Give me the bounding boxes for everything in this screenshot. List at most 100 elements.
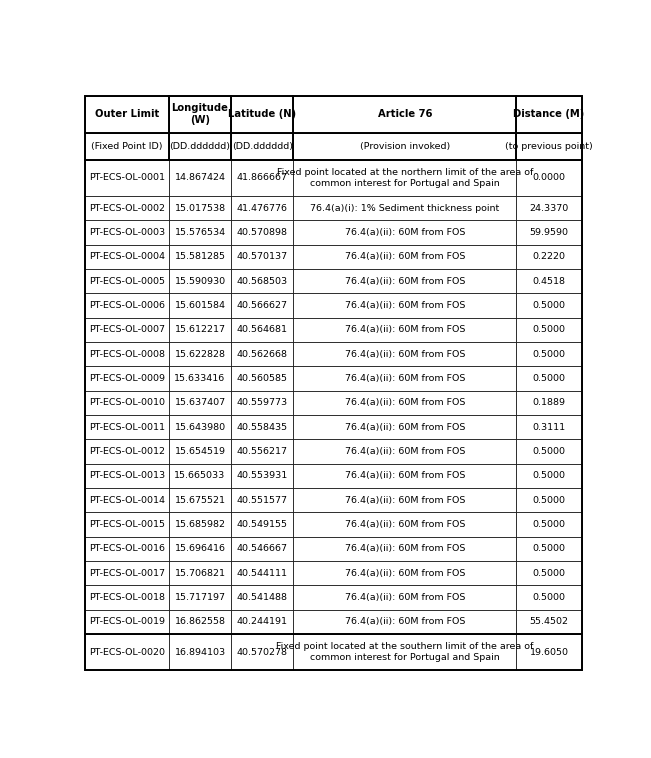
Text: 14.867424: 14.867424 (174, 174, 225, 183)
Bar (294, 160, 516, 196)
Text: 0.0000: 0.0000 (533, 174, 566, 183)
Text: 0.2220: 0.2220 (533, 252, 566, 262)
Text: PT-ECS-OL-0010: PT-ECS-OL-0010 (89, 399, 165, 407)
Bar (516, 366, 582, 390)
Bar (231, 293, 294, 318)
Bar (294, 464, 516, 488)
Text: 15.637407: 15.637407 (174, 399, 226, 407)
Text: 0.5000: 0.5000 (533, 447, 566, 456)
Text: PT-ECS-OL-0005: PT-ECS-OL-0005 (89, 277, 165, 286)
Text: 40.541488: 40.541488 (237, 593, 288, 602)
Bar (231, 318, 294, 342)
Bar (169, 488, 231, 512)
Bar (231, 634, 294, 670)
Text: 0.4518: 0.4518 (533, 277, 566, 286)
Bar (231, 488, 294, 512)
Text: 76.4(a)(ii): 60M from FOS: 76.4(a)(ii): 60M from FOS (345, 252, 465, 262)
Bar (231, 415, 294, 440)
Text: PT-ECS-OL-0007: PT-ECS-OL-0007 (89, 325, 165, 334)
Bar (294, 269, 516, 293)
Text: 0.5000: 0.5000 (533, 520, 566, 529)
Text: 15.017538: 15.017538 (174, 204, 226, 212)
Text: 19.6050: 19.6050 (530, 647, 568, 656)
Text: 0.5000: 0.5000 (533, 471, 566, 481)
Bar (169, 342, 231, 366)
Text: 40.549155: 40.549155 (237, 520, 288, 529)
Text: 0.5000: 0.5000 (533, 349, 566, 359)
Text: 76.4(a)(ii): 60M from FOS: 76.4(a)(ii): 60M from FOS (345, 496, 465, 505)
Bar (516, 96, 582, 133)
Bar (231, 269, 294, 293)
Text: 76.4(a)(ii): 60M from FOS: 76.4(a)(ii): 60M from FOS (345, 399, 465, 407)
Text: Fixed point located at the northern limit of the area of
common interest for Por: Fixed point located at the northern limi… (277, 168, 533, 188)
Text: 15.706821: 15.706821 (174, 568, 225, 578)
Bar (169, 269, 231, 293)
Text: 0.5000: 0.5000 (533, 593, 566, 602)
Bar (169, 221, 231, 245)
Bar (516, 293, 582, 318)
Bar (85, 609, 169, 634)
Bar (169, 366, 231, 390)
Text: 40.551577: 40.551577 (237, 496, 288, 505)
Text: 15.581285: 15.581285 (174, 252, 225, 262)
Bar (516, 133, 582, 160)
Bar (231, 464, 294, 488)
Text: 0.5000: 0.5000 (533, 544, 566, 553)
Text: 76.4(a)(ii): 60M from FOS: 76.4(a)(ii): 60M from FOS (345, 228, 465, 237)
Text: PT-ECS-OL-0015: PT-ECS-OL-0015 (89, 520, 165, 529)
Bar (85, 561, 169, 585)
Text: PT-ECS-OL-0012: PT-ECS-OL-0012 (89, 447, 165, 456)
Text: 0.5000: 0.5000 (533, 325, 566, 334)
Bar (169, 609, 231, 634)
Bar (516, 269, 582, 293)
Text: PT-ECS-OL-0020: PT-ECS-OL-0020 (89, 647, 165, 656)
Text: 15.675521: 15.675521 (174, 496, 225, 505)
Bar (516, 196, 582, 221)
Text: 40.564681: 40.564681 (237, 325, 288, 334)
Bar (85, 634, 169, 670)
Bar (169, 415, 231, 440)
Bar (294, 133, 516, 160)
Bar (294, 318, 516, 342)
Bar (294, 96, 516, 133)
Bar (85, 221, 169, 245)
Bar (85, 415, 169, 440)
Bar (231, 390, 294, 415)
Text: PT-ECS-OL-0011: PT-ECS-OL-0011 (89, 423, 165, 432)
Text: 15.717197: 15.717197 (174, 593, 225, 602)
Bar (85, 366, 169, 390)
Text: 40.244191: 40.244191 (237, 618, 288, 626)
Bar (85, 133, 169, 160)
Bar (516, 561, 582, 585)
Text: 40.559773: 40.559773 (237, 399, 288, 407)
Bar (516, 488, 582, 512)
Bar (85, 440, 169, 464)
Text: Latitude (N): Latitude (N) (229, 109, 296, 119)
Text: 40.570278: 40.570278 (237, 647, 288, 656)
Text: 0.5000: 0.5000 (533, 496, 566, 505)
Bar (169, 537, 231, 561)
Text: Distance (M): Distance (M) (514, 109, 585, 119)
Text: 15.633416: 15.633416 (174, 374, 226, 383)
Text: PT-ECS-OL-0014: PT-ECS-OL-0014 (89, 496, 165, 505)
Bar (294, 415, 516, 440)
Bar (169, 293, 231, 318)
Bar (85, 160, 169, 196)
Bar (294, 221, 516, 245)
Text: 0.1889: 0.1889 (533, 399, 566, 407)
Bar (231, 221, 294, 245)
Text: 40.570137: 40.570137 (237, 252, 288, 262)
Text: 76.4(a)(ii): 60M from FOS: 76.4(a)(ii): 60M from FOS (345, 447, 465, 456)
Bar (294, 342, 516, 366)
Bar (85, 390, 169, 415)
Bar (231, 537, 294, 561)
Text: 40.558435: 40.558435 (237, 423, 288, 432)
Text: 40.546667: 40.546667 (237, 544, 288, 553)
Text: PT-ECS-OL-0004: PT-ECS-OL-0004 (89, 252, 165, 262)
Bar (294, 293, 516, 318)
Text: 59.9590: 59.9590 (530, 228, 568, 237)
Bar (516, 512, 582, 537)
Text: PT-ECS-OL-0002: PT-ECS-OL-0002 (89, 204, 165, 212)
Bar (85, 293, 169, 318)
Bar (516, 415, 582, 440)
